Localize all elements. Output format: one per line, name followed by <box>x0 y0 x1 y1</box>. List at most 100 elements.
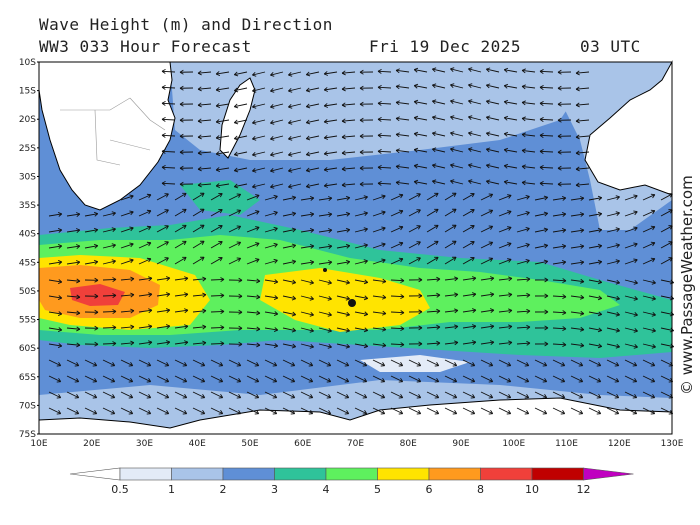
direction-arrowhead <box>395 100 400 106</box>
direction-arrow <box>408 225 421 233</box>
direction-arrow <box>426 240 439 249</box>
kerguelen-island <box>348 299 356 307</box>
direction-arrow <box>480 293 494 297</box>
direction-arrowhead <box>146 257 152 263</box>
direction-arrowhead <box>544 277 549 283</box>
direction-arrow <box>570 343 584 347</box>
direction-arrowhead <box>288 119 293 125</box>
direction-arrowhead <box>575 182 580 188</box>
direction-arrow <box>372 343 386 347</box>
direction-arrowhead <box>413 99 419 105</box>
direction-arrow <box>66 295 80 298</box>
direction-arrowhead <box>252 103 257 109</box>
direction-arrowhead <box>327 280 332 285</box>
direction-arrowhead <box>580 310 585 316</box>
direction-arrowhead <box>323 135 329 140</box>
direction-arrowhead <box>486 83 491 89</box>
direction-arrow <box>570 375 583 383</box>
direction-arrowhead <box>416 394 422 399</box>
direction-arrow <box>624 343 638 348</box>
direction-arrow <box>390 258 404 265</box>
direction-arrow <box>588 327 602 331</box>
lon-label-70E: 70E <box>347 439 364 449</box>
direction-arrowhead <box>148 324 153 330</box>
direction-arrowhead <box>432 163 437 169</box>
direction-arrow <box>228 193 241 201</box>
direction-arrowhead <box>508 292 513 298</box>
direction-arrowhead <box>128 410 134 415</box>
direction-arrow <box>444 256 457 265</box>
direction-arrow <box>570 311 584 315</box>
direction-arrowhead <box>197 150 202 156</box>
direction-arrowhead <box>164 209 169 214</box>
direction-arrow <box>354 228 368 233</box>
direction-arrowhead <box>256 342 261 348</box>
direction-arrow <box>282 359 295 367</box>
direction-arrow <box>282 311 296 316</box>
direction-arrowhead <box>128 378 134 383</box>
direction-arrow <box>228 359 241 367</box>
direction-arrowhead <box>470 362 476 367</box>
direction-arrowhead <box>614 410 620 415</box>
direction-arrowhead <box>526 308 531 314</box>
direction-arrow <box>606 244 620 249</box>
direction-arrowhead <box>129 194 134 200</box>
direction-arrow <box>300 197 314 201</box>
direction-arrowhead <box>309 260 315 265</box>
direction-arrowhead <box>650 410 656 415</box>
direction-arrow <box>522 85 536 89</box>
direction-arrowhead <box>146 225 152 231</box>
direction-arrow <box>377 118 392 121</box>
direction-arrowhead <box>76 342 81 348</box>
direction-arrowhead <box>416 257 421 262</box>
direction-arrow <box>324 183 338 187</box>
direction-arrowhead <box>291 327 297 333</box>
direction-arrow <box>624 311 638 316</box>
direction-arrow <box>414 181 428 185</box>
direction-arrow <box>498 210 512 217</box>
direction-arrowhead <box>503 131 509 137</box>
direction-arrow <box>216 151 230 155</box>
direction-arrowhead <box>57 279 63 284</box>
direction-arrowhead <box>651 279 656 285</box>
direction-arrowhead <box>506 394 512 399</box>
direction-arrowhead <box>305 119 311 125</box>
direction-arrowhead <box>363 243 368 248</box>
direction-arrow <box>300 407 313 415</box>
direction-arrowhead <box>111 211 116 217</box>
direction-arrowhead <box>486 115 491 121</box>
direction-arrow <box>462 375 475 383</box>
direction-arrowhead <box>489 292 495 297</box>
direction-arrowhead <box>507 194 512 199</box>
direction-arrowhead <box>252 71 257 77</box>
direction-arrow <box>48 343 62 347</box>
direction-arrow <box>480 193 493 201</box>
direction-arrow <box>336 407 349 415</box>
direction-arrowhead <box>305 151 311 157</box>
direction-arrowhead <box>508 340 513 346</box>
direction-arrow <box>246 391 259 399</box>
direction-arrowhead <box>450 147 455 152</box>
direction-arrowhead <box>233 167 239 173</box>
direction-arrow <box>450 164 464 169</box>
direction-arrowhead <box>345 243 351 249</box>
direction-arrowhead <box>398 257 404 263</box>
direction-arrowhead <box>56 394 62 399</box>
direction-arrowhead <box>432 131 437 137</box>
direction-arrow <box>372 407 385 415</box>
direction-arrowhead <box>128 394 134 399</box>
direction-arrowhead <box>363 195 368 200</box>
direction-arrowhead <box>525 210 530 216</box>
direction-arrowhead <box>489 340 495 345</box>
direction-arrow <box>498 277 512 281</box>
direction-arrowhead <box>650 394 656 399</box>
direction-arrowhead <box>93 259 99 265</box>
direction-arrow <box>624 211 638 217</box>
direction-arrowhead <box>416 225 421 230</box>
direction-arrowhead <box>521 164 526 170</box>
direction-arrow <box>246 258 260 265</box>
direction-arrow <box>66 375 79 383</box>
direction-arrowhead <box>256 294 261 300</box>
direction-arrow <box>336 391 349 399</box>
direction-arrowhead <box>309 343 314 349</box>
